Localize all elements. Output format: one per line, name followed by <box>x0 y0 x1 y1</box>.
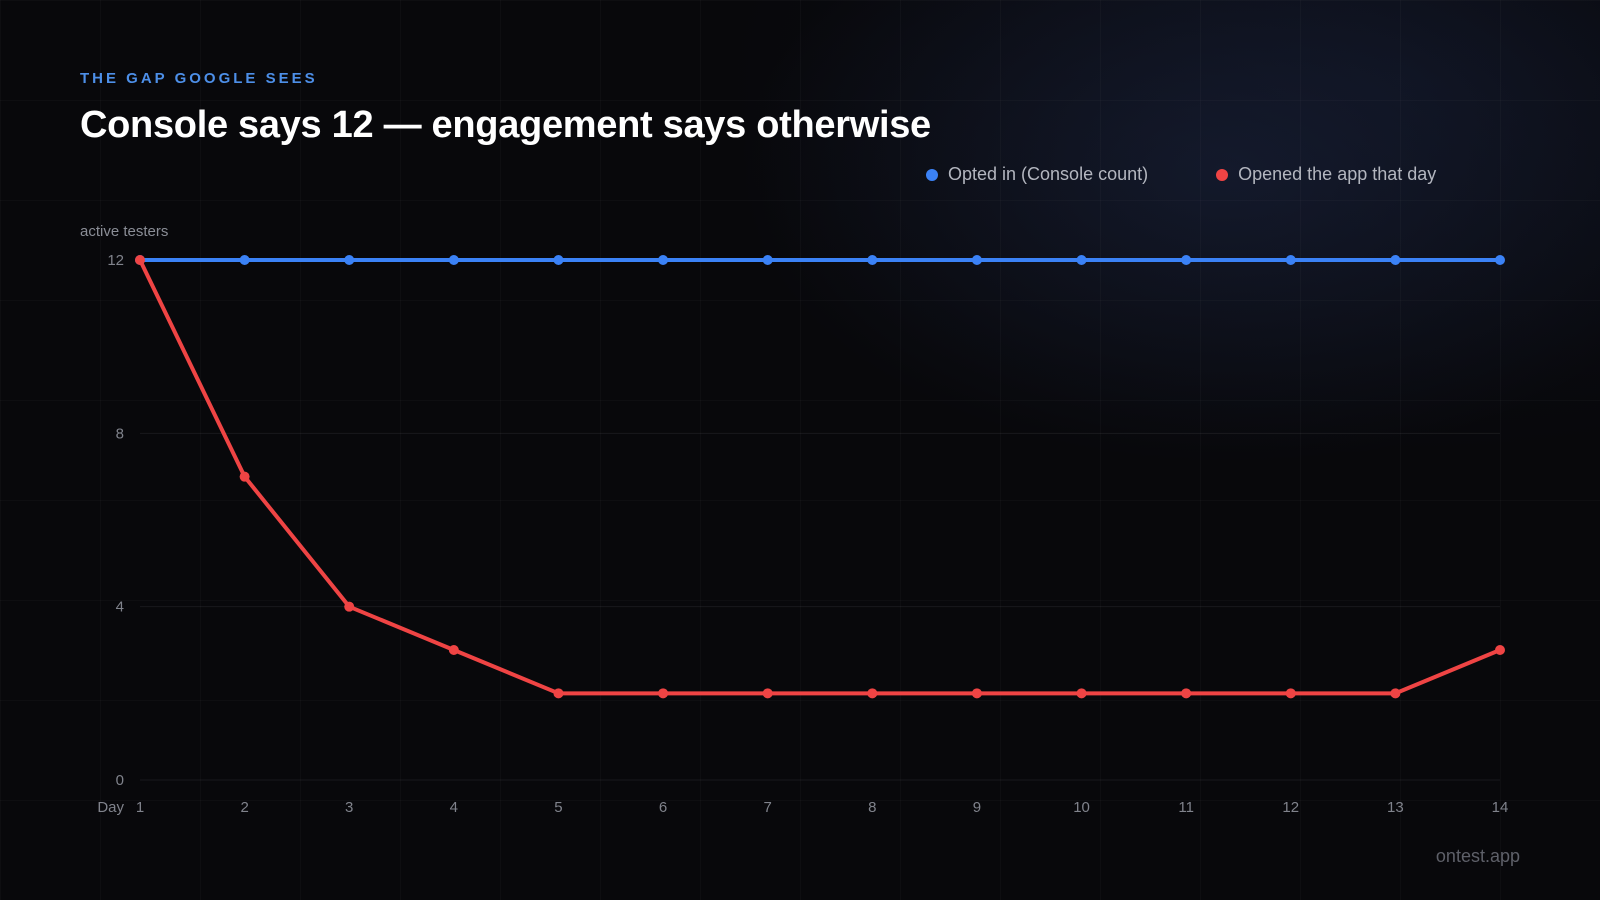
data-point <box>867 255 878 265</box>
x-tick-label: 10 <box>1073 799 1090 816</box>
series-opted-in <box>135 255 1505 265</box>
data-point <box>1076 688 1087 699</box>
data-point <box>971 255 982 265</box>
gridlines <box>140 259 1500 781</box>
y-tick-label: 4 <box>116 599 124 616</box>
watermark: ontest.app <box>1435 846 1520 866</box>
legend-label-opened: Opened the app that day <box>1238 164 1437 184</box>
data-point <box>1390 255 1401 265</box>
data-point <box>1495 645 1505 655</box>
series <box>135 255 1505 699</box>
legend-dot-opened <box>1216 168 1229 181</box>
x-tick-label: 9 <box>973 799 981 816</box>
x-tick-label: 2 <box>240 799 248 816</box>
data-point <box>344 601 355 612</box>
x-tick-label: 4 <box>450 799 458 816</box>
data-point <box>762 688 773 699</box>
legend: Opted in (Console count) Opened the app … <box>926 164 1504 185</box>
x-tick-label: 11 <box>1178 799 1194 816</box>
chart-title: Console says 12 — engagement says otherw… <box>80 104 931 146</box>
x-tick-label: 1 <box>136 799 144 816</box>
data-point <box>448 645 459 655</box>
data-point <box>658 688 669 699</box>
data-point <box>1285 255 1296 265</box>
x-tick-label: 7 <box>764 799 772 816</box>
x-tick-label: 5 <box>554 799 562 816</box>
y-axis-label: active testers <box>80 223 168 240</box>
data-point <box>239 255 250 265</box>
eyebrow-label: THE GAP GOOGLE SEES <box>80 70 318 87</box>
x-tick-label: 8 <box>868 799 876 816</box>
x-tick-label: 13 <box>1387 799 1404 816</box>
data-point <box>448 255 459 265</box>
x-tick-label: 6 <box>659 799 667 816</box>
data-point <box>553 255 564 265</box>
x-tick-label: 14 <box>1492 799 1509 816</box>
y-tick-label: 8 <box>116 425 124 442</box>
data-point <box>971 688 982 699</box>
series-line <box>138 258 1502 696</box>
data-point <box>239 471 250 482</box>
data-point <box>1495 255 1505 265</box>
x-tick-label: 12 <box>1282 799 1299 816</box>
data-point <box>658 255 669 265</box>
y-tick-label: 0 <box>116 772 124 789</box>
data-point <box>1285 688 1296 699</box>
legend-item-opened: Opened the app that day <box>1216 164 1436 185</box>
data-point <box>1076 255 1087 265</box>
series-opened <box>135 255 1505 699</box>
data-point <box>762 255 773 265</box>
x-axis-label: Day <box>97 799 124 816</box>
data-point <box>1390 688 1401 699</box>
data-point <box>344 255 355 265</box>
data-point <box>867 688 878 699</box>
data-point <box>135 255 145 265</box>
legend-label-opted-in: Opted in (Console count) <box>948 164 1149 184</box>
x-tick-label: 3 <box>345 799 353 816</box>
data-point <box>553 688 564 699</box>
y-tick-label: 12 <box>107 252 124 269</box>
data-point <box>1181 255 1192 265</box>
legend-dot-opted-in <box>926 168 938 181</box>
data-point <box>1181 688 1192 699</box>
legend-item-opted-in: Opted in (Console count) <box>926 164 1148 185</box>
